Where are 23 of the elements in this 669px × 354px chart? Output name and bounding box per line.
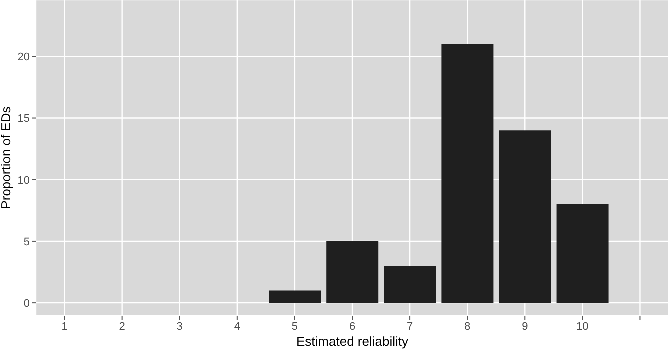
bar	[326, 241, 379, 304]
bar	[556, 204, 609, 304]
y-tick-label: 0	[24, 298, 30, 310]
x-tick-label: 1	[62, 320, 68, 333]
x-tick-label: 8	[464, 320, 471, 333]
bar	[384, 266, 436, 304]
bar	[269, 290, 322, 304]
x-axis-title: Estimated reliability	[296, 334, 409, 349]
y-tick-label: 20	[18, 52, 30, 64]
x-tick-label: 4	[234, 320, 240, 333]
bar	[499, 130, 552, 304]
x-tick-label: 9	[522, 320, 528, 333]
y-tick-label: 5	[24, 236, 30, 248]
x-tick-label: 3	[176, 320, 183, 333]
x-tick-label: 5	[292, 320, 298, 333]
x-tick-label: 2	[119, 320, 126, 333]
y-tick-label: 10	[18, 174, 30, 187]
bar	[442, 44, 494, 304]
y-axis-title: Proportion of EDs	[0, 106, 14, 210]
y-tick-label: 15	[18, 113, 30, 126]
x-tick-label: 6	[349, 320, 356, 333]
x-tick-label: 10	[576, 320, 589, 333]
x-tick-label: 7	[406, 320, 414, 333]
